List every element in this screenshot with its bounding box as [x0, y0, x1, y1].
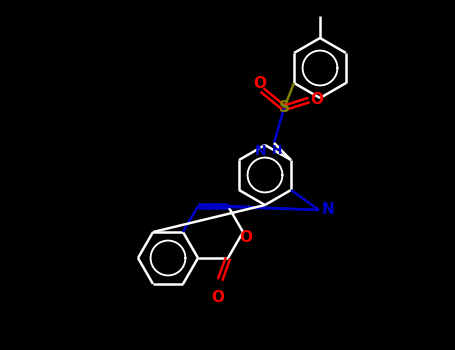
- Text: N: N: [322, 202, 335, 217]
- Text: N: N: [254, 144, 266, 158]
- Text: O: O: [239, 230, 253, 245]
- Text: S: S: [278, 100, 289, 116]
- Text: O: O: [253, 76, 267, 91]
- Text: O: O: [310, 91, 324, 106]
- Text: O: O: [212, 290, 224, 305]
- Text: H: H: [272, 144, 283, 157]
